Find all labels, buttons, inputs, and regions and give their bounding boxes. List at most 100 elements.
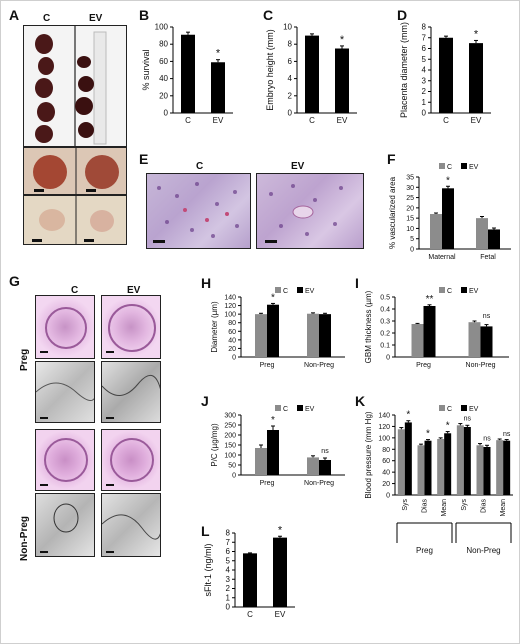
- embryo-chain-photo: [23, 25, 127, 147]
- significance-label: **: [426, 294, 434, 305]
- x-tick-label: Non-Preg: [304, 480, 334, 487]
- x-tick-label: Sys: [461, 499, 468, 511]
- y-tick-label: 120: [378, 424, 390, 431]
- panel-label-b: B: [139, 7, 150, 23]
- y-tick-label: 100: [224, 453, 236, 460]
- y-tick-label: 150: [224, 443, 236, 450]
- y-tick-label: 5: [226, 556, 231, 565]
- y-tick-label: 0: [386, 493, 390, 500]
- bar: [423, 306, 436, 357]
- significance-label: *: [271, 415, 275, 426]
- histology-c-photo: [146, 173, 251, 249]
- x-tick-label: C: [247, 610, 253, 619]
- bar: [255, 314, 267, 357]
- y-tick-label: 4: [422, 66, 427, 75]
- g-row-label-preg: Preg: [19, 348, 30, 371]
- y-tick-label: 30: [406, 185, 414, 192]
- y-axis-label: Placenta diameter (mm): [399, 22, 409, 118]
- significance-label: *: [474, 28, 479, 40]
- panel-label-l: L: [201, 523, 210, 539]
- significance-label: ns: [483, 436, 491, 443]
- legend-swatch: [275, 405, 281, 411]
- bar: [437, 439, 445, 495]
- y-tick-label: 3: [226, 575, 231, 584]
- y-tick-label: 2: [422, 87, 427, 96]
- y-axis-label: Embryo height (mm): [265, 29, 275, 111]
- y-tick-label: 5: [422, 55, 427, 64]
- y-axis-label: sFlt-1 (ng/ml): [203, 543, 213, 596]
- chart-k: 0 20 40 60 80 100 120 140 Blood pressure (mm Hg)…: [364, 405, 513, 555]
- glomerulus-ev-preg-photo: [101, 295, 161, 359]
- legend-label: EV: [469, 406, 479, 413]
- conceptus-photo: [23, 147, 127, 195]
- legend-label: C: [447, 164, 452, 171]
- legend-label: C: [283, 406, 288, 413]
- y-tick-label: 10: [406, 226, 414, 233]
- y-tick-label: 40: [382, 470, 390, 477]
- glomerulus-c-preg-photo: [35, 295, 95, 359]
- bar: [335, 48, 349, 113]
- y-tick-label: 6: [288, 57, 293, 66]
- legend-swatch: [439, 405, 445, 411]
- y-axis-label: % survival: [141, 49, 151, 90]
- y-tick-label: 50: [228, 463, 236, 470]
- legend-label: C: [447, 288, 452, 295]
- y-tick-label: 8: [422, 23, 427, 32]
- group-label: Preg: [416, 546, 433, 555]
- bar: [476, 445, 484, 495]
- bar: [468, 322, 481, 357]
- bar: [273, 537, 287, 607]
- bar: [442, 188, 454, 249]
- chart-f: 0 5 10 15 20 25 30 35 % vascularized area Materna…: [388, 163, 511, 261]
- bar: [267, 304, 279, 357]
- y-tick-label: 4: [226, 566, 231, 575]
- significance-label: *: [446, 175, 450, 186]
- y-tick-label: 20: [406, 205, 414, 212]
- y-tick-label: 0: [410, 247, 414, 254]
- bar: [488, 229, 500, 249]
- y-tick-label: 1: [226, 593, 231, 602]
- y-axis-label: Diameter (µm): [210, 301, 219, 353]
- y-tick-label: 0.1: [380, 343, 390, 350]
- significance-label: *: [278, 524, 283, 536]
- y-tick-label: 140: [378, 413, 390, 420]
- x-tick-label: Sys: [402, 499, 409, 511]
- glomerulus-ev-nonpreg-photo: [101, 429, 161, 491]
- panel-label-e: E: [139, 151, 149, 167]
- legend-swatch: [297, 405, 303, 411]
- y-tick-label: 0: [232, 473, 236, 480]
- x-tick-label: EV: [471, 116, 482, 125]
- y-tick-label: 300: [224, 413, 236, 420]
- bar: [397, 429, 405, 495]
- y-tick-label: 100: [155, 23, 169, 32]
- y-tick-label: 0: [386, 355, 390, 362]
- x-tick-label: Non-Preg: [304, 362, 334, 369]
- y-tick-label: 0.2: [380, 331, 390, 338]
- legend-swatch: [439, 287, 445, 293]
- col-label-ev: EV: [89, 13, 103, 24]
- y-tick-label: 120: [224, 303, 236, 310]
- chart-i: 0 0.1 0.2 0.3 0.4 0.5 GBM thickness (µm) Preg **…: [364, 287, 509, 369]
- panel-label-c: C: [263, 7, 274, 23]
- x-tick-label: Non-Preg: [466, 362, 496, 369]
- legend-swatch: [461, 287, 467, 293]
- panel-label-j: J: [201, 393, 209, 409]
- bar: [307, 457, 319, 475]
- bar: [211, 62, 225, 113]
- y-tick-label: 40: [228, 337, 236, 344]
- bar: [307, 313, 319, 357]
- y-tick-label: 20: [228, 346, 236, 353]
- y-tick-label: 6: [422, 44, 427, 53]
- bar: [417, 445, 425, 495]
- y-tick-label: 1: [422, 98, 427, 107]
- bar: [319, 314, 331, 357]
- y-tick-label: 100: [378, 435, 390, 442]
- significance-label: *: [216, 48, 221, 60]
- y-tick-label: 15: [406, 216, 414, 223]
- g-col-label-c: C: [71, 285, 79, 296]
- bar: [456, 425, 464, 495]
- bar: [476, 218, 488, 249]
- y-tick-label: 2: [226, 584, 231, 593]
- legend-swatch: [275, 287, 281, 293]
